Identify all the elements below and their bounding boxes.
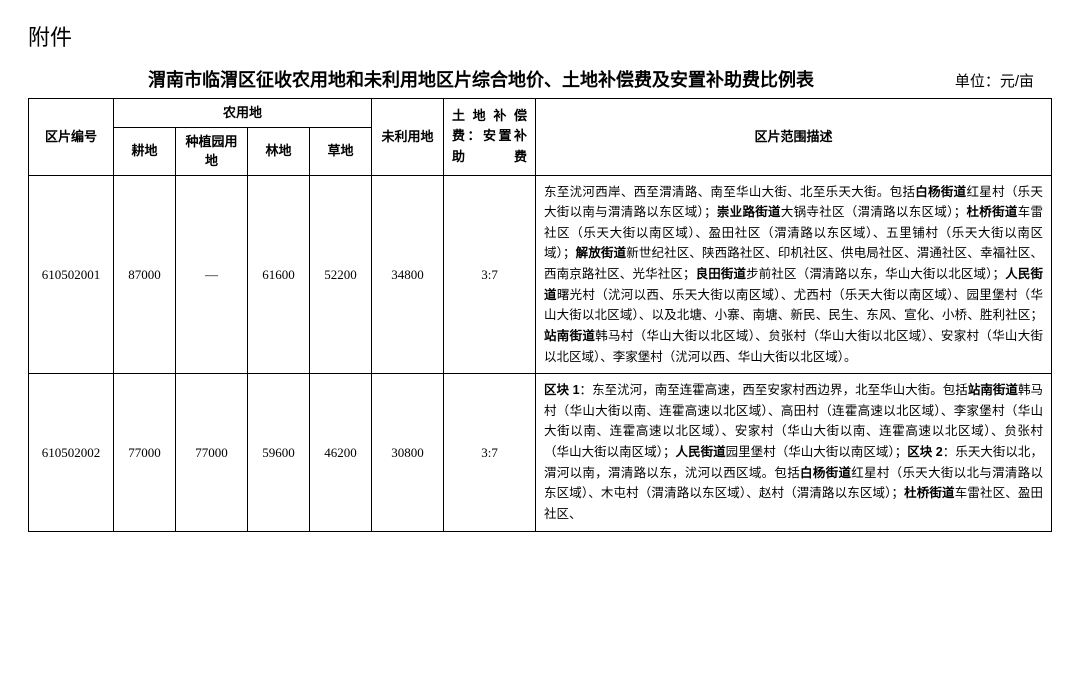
attachment-label: 附件 [28, 20, 1052, 52]
header-plantation: 种植园用地 [176, 127, 248, 175]
cell-desc: 东至沋河西岸、西至渭清路、南至华山大街、北至乐天大街。包括白杨街道红星村（乐天大… [536, 175, 1052, 374]
cell-forest: 61600 [248, 175, 310, 374]
header-grass: 草地 [310, 127, 372, 175]
cell-grass: 46200 [310, 374, 372, 531]
table-body: 610502001 87000 — 61600 52200 34800 3:7 … [29, 175, 1052, 531]
header-forest: 林地 [248, 127, 310, 175]
cell-forest: 59600 [248, 374, 310, 531]
unit-label: 单位：元/亩 [955, 70, 1034, 91]
header-ratio: 土地补偿 费：安置补 助费 [444, 99, 536, 176]
cell-ratio: 3:7 [444, 374, 536, 531]
cell-arable: 77000 [114, 374, 176, 531]
cell-arable: 87000 [114, 175, 176, 374]
cell-grass: 52200 [310, 175, 372, 374]
cell-zone-id: 610502002 [29, 374, 114, 531]
cell-plantation: — [176, 175, 248, 374]
header-zone-id: 区片编号 [29, 99, 114, 176]
title-row: 渭南市临渭区征收农用地和未利用地区片综合地价、土地补偿费及安置补助费比例表 单位… [28, 66, 1052, 92]
cell-plantation: 77000 [176, 374, 248, 531]
header-desc: 区片范围描述 [536, 99, 1052, 176]
cell-desc: 区块 1：东至沋河，南至连霍高速，西至安家村西边界，北至华山大街。包括站南街道韩… [536, 374, 1052, 531]
cell-ratio: 3:7 [444, 175, 536, 374]
header-unused: 未利用地 [372, 99, 444, 176]
table-row: 610502002 77000 77000 59600 46200 30800 … [29, 374, 1052, 531]
header-arable: 耕地 [114, 127, 176, 175]
land-price-table: 区片编号 农用地 未利用地 土地补偿 费：安置补 助费 区片范围描述 耕地 种植… [28, 98, 1052, 532]
table-row: 610502001 87000 — 61600 52200 34800 3:7 … [29, 175, 1052, 374]
cell-zone-id: 610502001 [29, 175, 114, 374]
header-farmland-group: 农用地 [114, 99, 372, 128]
cell-unused: 34800 [372, 175, 444, 374]
cell-unused: 30800 [372, 374, 444, 531]
main-title: 渭南市临渭区征收农用地和未利用地区片综合地价、土地补偿费及安置补助费比例表 [148, 66, 955, 92]
